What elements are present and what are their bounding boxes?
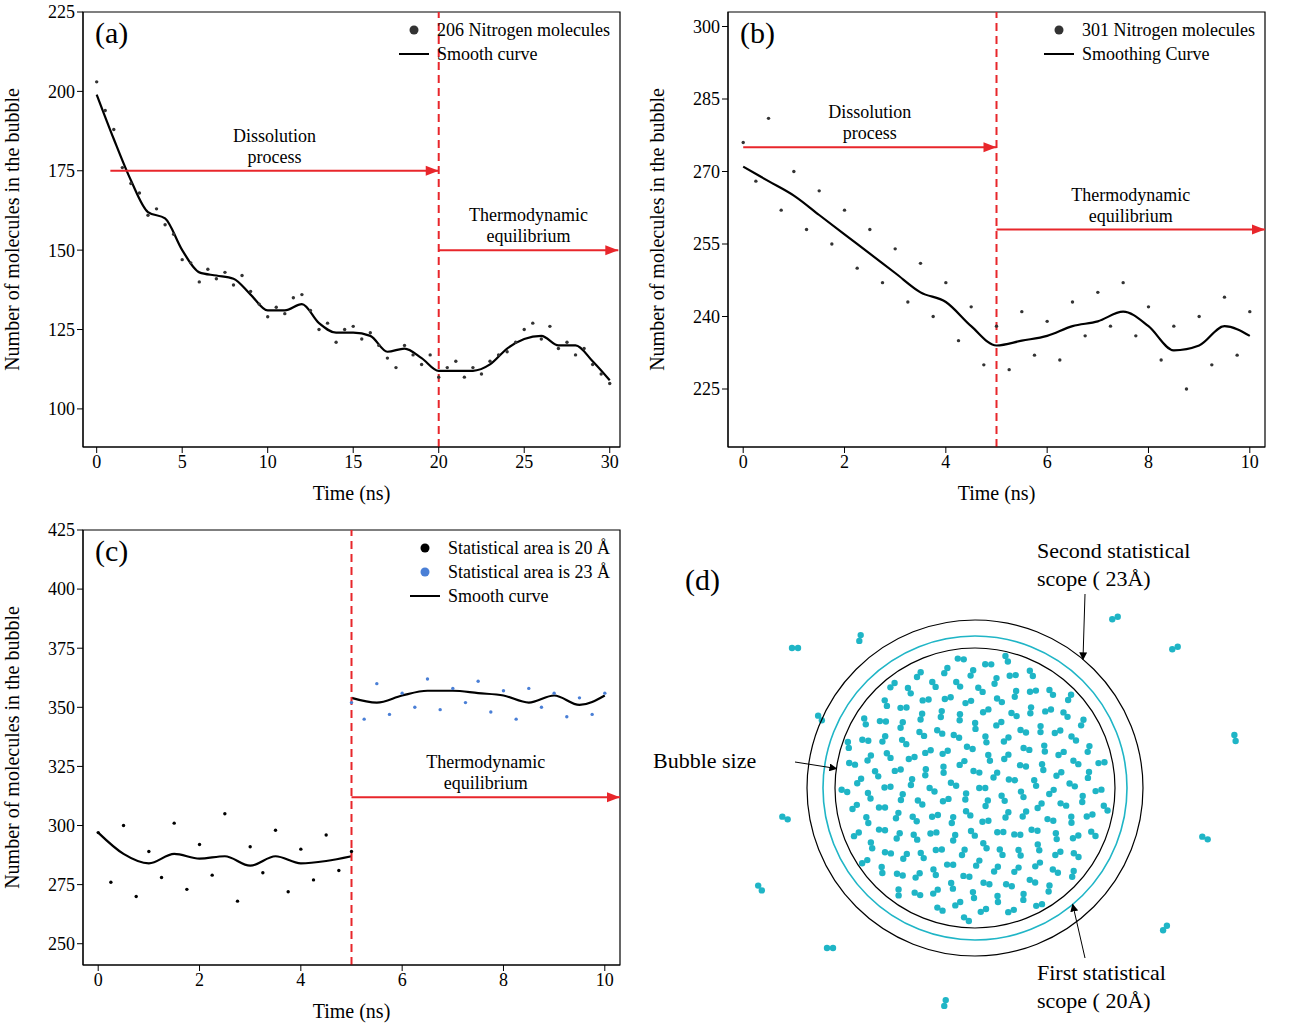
svg-text:225: 225 xyxy=(693,379,720,399)
svg-text:255: 255 xyxy=(693,234,720,254)
svg-text:300: 300 xyxy=(48,816,75,836)
svg-text:10: 10 xyxy=(596,970,614,990)
svg-text:Number of molecules in the bub: Number of molecules in the bubble xyxy=(1,88,23,371)
html-text:Statistical area is 23 Å: Statistical area is 23 Å xyxy=(448,561,610,582)
svg-text:(d): (d) xyxy=(685,563,720,597)
svg-text:0: 0 xyxy=(739,452,748,472)
svg-text:400: 400 xyxy=(48,579,75,599)
svg-text:2: 2 xyxy=(840,452,849,472)
svg-text:200: 200 xyxy=(48,82,75,102)
svg-text:225: 225 xyxy=(48,2,75,22)
svg-text:350: 350 xyxy=(48,698,75,718)
svg-text:Time (ns): Time (ns) xyxy=(313,482,391,505)
html-text:206 Nitrogen molecules: 206 Nitrogen molecules xyxy=(437,19,610,40)
svg-text:Thermodynamic: Thermodynamic xyxy=(1071,185,1190,205)
svg-text:process: process xyxy=(248,147,302,167)
html-text:(c): (c) xyxy=(95,534,129,567)
svg-text:Number of molecules in the bub: Number of molecules in the bubble xyxy=(1,606,23,889)
svg-text:25: 25 xyxy=(515,452,533,472)
svg-text:425: 425 xyxy=(48,520,75,540)
html-text:301 Nitrogen molecules: 301 Nitrogen molecules xyxy=(1082,19,1255,40)
svg-text:Bubble size: Bubble size xyxy=(653,748,756,773)
svg-text:equilibrium: equilibrium xyxy=(444,773,528,793)
svg-text:equilibrium: equilibrium xyxy=(1089,206,1173,226)
svg-text:Thermodynamic: Thermodynamic xyxy=(426,752,545,772)
svg-text:Number of molecules in the bub: Number of molecules in the bubble xyxy=(646,88,668,371)
svg-text:Time (ns): Time (ns) xyxy=(958,482,1036,505)
html-text:(a): (a) xyxy=(95,16,129,49)
svg-text:8: 8 xyxy=(1144,452,1153,472)
html-text:Smooth curve: Smooth curve xyxy=(448,585,549,606)
svg-text:5: 5 xyxy=(178,452,187,472)
svg-text:6: 6 xyxy=(1043,452,1052,472)
html-text:Statistical area is 20 Å: Statistical area is 20 Å xyxy=(448,537,610,558)
svg-text:15: 15 xyxy=(344,452,362,472)
html-text:(b): (b) xyxy=(740,16,775,49)
svg-text:250: 250 xyxy=(48,934,75,954)
svg-text:375: 375 xyxy=(48,639,75,659)
svg-text:Time (ns): Time (ns) xyxy=(313,1000,391,1023)
html-text:Smooth curve: Smooth curve xyxy=(437,43,538,64)
svg-text:275: 275 xyxy=(48,875,75,895)
svg-text:scope ( 20Å): scope ( 20Å) xyxy=(1037,988,1151,1013)
svg-text:10: 10 xyxy=(259,452,277,472)
svg-text:Dissolution: Dissolution xyxy=(233,126,316,146)
svg-text:10: 10 xyxy=(1241,452,1259,472)
svg-text:175: 175 xyxy=(48,161,75,181)
svg-text:270: 270 xyxy=(693,162,720,182)
svg-text:Dissolution: Dissolution xyxy=(828,102,911,122)
svg-text:20: 20 xyxy=(430,452,448,472)
svg-text:2: 2 xyxy=(195,970,204,990)
svg-text:Second statistical: Second statistical xyxy=(1037,538,1190,563)
svg-text:30: 30 xyxy=(601,452,619,472)
svg-text:325: 325 xyxy=(48,757,75,777)
svg-text:4: 4 xyxy=(941,452,950,472)
svg-text:240: 240 xyxy=(693,307,720,327)
svg-text:scope ( 23Å): scope ( 23Å) xyxy=(1037,566,1151,591)
svg-text:0: 0 xyxy=(94,970,103,990)
svg-text:8: 8 xyxy=(499,970,508,990)
svg-text:4: 4 xyxy=(296,970,305,990)
html-text:Smoothing Curve: Smoothing Curve xyxy=(1082,43,1210,64)
svg-text:Thermodynamic: Thermodynamic xyxy=(469,205,588,225)
svg-text:125: 125 xyxy=(48,320,75,340)
svg-text:First statistical: First statistical xyxy=(1037,960,1166,985)
svg-text:process: process xyxy=(843,123,897,143)
svg-text:6: 6 xyxy=(398,970,407,990)
svg-text:300: 300 xyxy=(693,17,720,37)
svg-text:150: 150 xyxy=(48,241,75,261)
svg-text:equilibrium: equilibrium xyxy=(487,226,571,246)
svg-text:285: 285 xyxy=(693,89,720,109)
svg-text:0: 0 xyxy=(92,452,101,472)
svg-text:100: 100 xyxy=(48,399,75,419)
